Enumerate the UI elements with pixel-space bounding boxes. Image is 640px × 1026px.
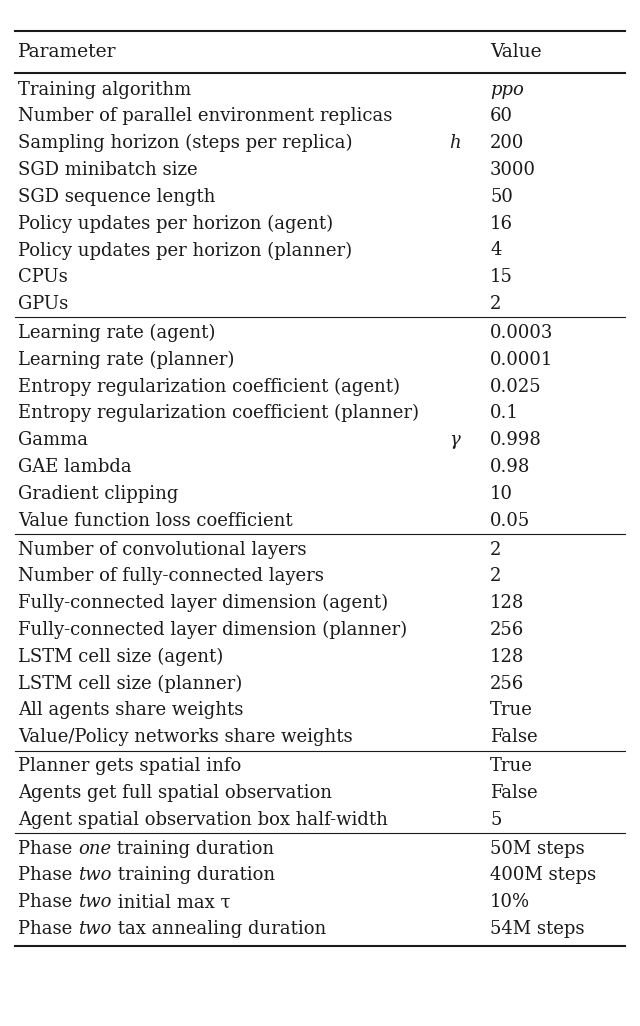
- Text: Fully-connected layer dimension (agent): Fully-connected layer dimension (agent): [18, 594, 388, 613]
- Text: Learning rate (agent): Learning rate (agent): [18, 324, 216, 342]
- Text: 2: 2: [490, 295, 501, 313]
- Text: initial max τ: initial max τ: [111, 894, 230, 911]
- Text: 54M steps: 54M steps: [490, 920, 584, 938]
- Text: 0.0001: 0.0001: [490, 351, 554, 368]
- Text: 0.98: 0.98: [490, 458, 531, 476]
- Text: Agents get full spatial observation: Agents get full spatial observation: [18, 784, 332, 802]
- Text: 50: 50: [490, 188, 513, 206]
- Text: tax annealing duration: tax annealing duration: [111, 920, 326, 938]
- Text: SGD sequence length: SGD sequence length: [18, 188, 216, 206]
- Text: 4: 4: [490, 241, 501, 260]
- Text: 200: 200: [490, 134, 524, 152]
- Text: 0.0003: 0.0003: [490, 324, 554, 342]
- Text: 0.025: 0.025: [490, 378, 541, 396]
- Text: two: two: [78, 920, 111, 938]
- Text: Parameter: Parameter: [18, 43, 116, 61]
- Text: Value/Policy networks share weights: Value/Policy networks share weights: [18, 728, 353, 746]
- Text: two: two: [78, 866, 111, 884]
- Text: Gamma: Gamma: [18, 431, 88, 449]
- Text: one: one: [78, 839, 111, 858]
- Text: Value function loss coefficient: Value function loss coefficient: [18, 512, 292, 529]
- Text: Training algorithm: Training algorithm: [18, 81, 191, 98]
- Text: 60: 60: [490, 108, 513, 125]
- Text: Entropy regularization coefficient (planner): Entropy regularization coefficient (plan…: [18, 404, 419, 423]
- Text: training duration: training duration: [111, 839, 275, 858]
- Text: Fully-connected layer dimension (planner): Fully-connected layer dimension (planner…: [18, 621, 407, 639]
- Text: All agents share weights: All agents share weights: [18, 702, 243, 719]
- Text: 10%: 10%: [490, 894, 530, 911]
- Text: Agent spatial observation box half-width: Agent spatial observation box half-width: [18, 811, 388, 829]
- Text: γ: γ: [450, 431, 460, 449]
- Text: two: two: [78, 894, 111, 911]
- Text: 0.998: 0.998: [490, 431, 542, 449]
- Text: True: True: [490, 757, 533, 775]
- Text: 0.1: 0.1: [490, 404, 519, 423]
- Text: training duration: training duration: [111, 866, 275, 884]
- Text: 50M steps: 50M steps: [490, 839, 584, 858]
- Text: Number of parallel environment replicas: Number of parallel environment replicas: [18, 108, 392, 125]
- Text: True: True: [490, 702, 533, 719]
- Text: Value: Value: [490, 43, 541, 61]
- Text: 16: 16: [490, 214, 513, 233]
- Text: 256: 256: [490, 674, 524, 693]
- Text: Phase: Phase: [18, 866, 78, 884]
- Text: 128: 128: [490, 594, 524, 613]
- Text: ppo: ppo: [490, 81, 524, 98]
- Text: SGD minibatch size: SGD minibatch size: [18, 161, 198, 179]
- Text: Number of fully-connected layers: Number of fully-connected layers: [18, 567, 324, 585]
- Text: GAE lambda: GAE lambda: [18, 458, 132, 476]
- Text: LSTM cell size (agent): LSTM cell size (agent): [18, 647, 223, 666]
- Text: 0.05: 0.05: [490, 512, 531, 529]
- Text: Learning rate (planner): Learning rate (planner): [18, 351, 234, 369]
- Text: False: False: [490, 728, 538, 746]
- Text: CPUs: CPUs: [18, 268, 68, 286]
- Text: Policy updates per horizon (planner): Policy updates per horizon (planner): [18, 241, 352, 260]
- Text: 15: 15: [490, 268, 513, 286]
- Text: 10: 10: [490, 484, 513, 503]
- Text: Phase: Phase: [18, 920, 78, 938]
- Text: Phase: Phase: [18, 894, 78, 911]
- Text: 256: 256: [490, 621, 524, 639]
- Text: 5: 5: [490, 811, 501, 829]
- Text: False: False: [490, 784, 538, 802]
- Text: 2: 2: [490, 567, 501, 585]
- Text: Planner gets spatial info: Planner gets spatial info: [18, 757, 241, 775]
- Text: LSTM cell size (planner): LSTM cell size (planner): [18, 674, 243, 693]
- Text: Phase: Phase: [18, 839, 78, 858]
- Text: Sampling horizon (steps per replica): Sampling horizon (steps per replica): [18, 134, 353, 152]
- Text: Gradient clipping: Gradient clipping: [18, 484, 179, 503]
- Text: 128: 128: [490, 647, 524, 666]
- Text: 2: 2: [490, 541, 501, 558]
- Text: h: h: [449, 134, 461, 152]
- Text: Number of convolutional layers: Number of convolutional layers: [18, 541, 307, 558]
- Text: Policy updates per horizon (agent): Policy updates per horizon (agent): [18, 214, 333, 233]
- Text: Entropy regularization coefficient (agent): Entropy regularization coefficient (agen…: [18, 378, 400, 396]
- Text: 3000: 3000: [490, 161, 536, 179]
- Text: 400M steps: 400M steps: [490, 866, 596, 884]
- Text: GPUs: GPUs: [18, 295, 68, 313]
